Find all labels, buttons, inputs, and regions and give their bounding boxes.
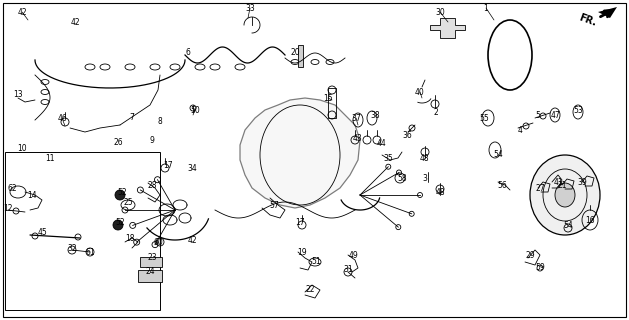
Text: 52: 52 (115, 218, 125, 227)
Text: 58: 58 (397, 173, 407, 182)
Text: 2: 2 (433, 108, 438, 116)
Text: 28: 28 (147, 180, 157, 189)
Text: 17: 17 (295, 218, 305, 227)
Text: 53: 53 (573, 106, 583, 115)
Text: 41: 41 (553, 178, 563, 187)
Polygon shape (598, 7, 617, 18)
Text: 42: 42 (187, 236, 197, 244)
Circle shape (113, 220, 123, 230)
Text: 23: 23 (147, 253, 157, 262)
Text: 62: 62 (7, 183, 17, 193)
Text: 40: 40 (415, 87, 425, 97)
Text: 35: 35 (383, 154, 393, 163)
Text: 36: 36 (402, 131, 412, 140)
Circle shape (115, 190, 125, 200)
Text: 48: 48 (419, 154, 429, 163)
Bar (138, 270, 162, 282)
Text: 12: 12 (3, 204, 13, 212)
Text: 22: 22 (305, 285, 314, 294)
Text: 24: 24 (145, 268, 155, 276)
Text: 17: 17 (163, 161, 173, 170)
Text: 43: 43 (353, 133, 363, 142)
Text: 18: 18 (125, 234, 135, 243)
Text: 42: 42 (70, 18, 80, 27)
Bar (328, 88, 336, 118)
Text: 56: 56 (497, 180, 507, 189)
Text: 57: 57 (269, 201, 279, 210)
Bar (5, 152, 160, 310)
Text: 47: 47 (551, 110, 561, 119)
Text: 49: 49 (349, 251, 359, 260)
Text: 45: 45 (37, 228, 47, 236)
Text: 15: 15 (323, 93, 333, 102)
Text: 33: 33 (245, 4, 255, 12)
Text: 16: 16 (585, 215, 595, 225)
Text: 21: 21 (557, 180, 567, 189)
Text: 34: 34 (187, 164, 197, 172)
Text: FR.: FR. (578, 12, 598, 28)
Text: 48: 48 (435, 188, 445, 196)
Text: 37: 37 (351, 114, 361, 123)
Text: 44: 44 (377, 139, 387, 148)
Text: 27: 27 (535, 183, 545, 193)
Text: 51: 51 (311, 258, 321, 267)
Text: 26: 26 (113, 138, 123, 147)
Text: 30: 30 (435, 7, 445, 17)
Text: 55: 55 (479, 114, 489, 123)
Text: 10: 10 (17, 143, 27, 153)
Text: 54: 54 (563, 220, 573, 229)
Text: 13: 13 (13, 90, 23, 99)
Text: 1: 1 (484, 4, 488, 12)
Text: 60: 60 (153, 237, 163, 246)
Polygon shape (240, 98, 360, 208)
Text: 31: 31 (343, 266, 353, 275)
Text: 46: 46 (57, 114, 67, 123)
Text: 42: 42 (17, 7, 27, 17)
Text: 39: 39 (577, 178, 587, 187)
Text: 3: 3 (423, 173, 428, 182)
Text: 59: 59 (535, 263, 545, 273)
Text: 8: 8 (158, 116, 162, 125)
Text: 38: 38 (370, 110, 380, 119)
Bar (140, 257, 162, 267)
Ellipse shape (555, 183, 575, 207)
Text: 9: 9 (150, 135, 155, 145)
Text: 14: 14 (27, 190, 37, 199)
Text: 25: 25 (123, 197, 133, 206)
Text: 32: 32 (67, 244, 77, 252)
Text: 5: 5 (535, 110, 540, 119)
Text: 19: 19 (297, 247, 307, 257)
Bar (298, 45, 303, 67)
Ellipse shape (530, 155, 600, 235)
Text: 54: 54 (493, 149, 503, 158)
Text: 7: 7 (130, 113, 135, 122)
Text: 11: 11 (45, 154, 55, 163)
Text: 4: 4 (518, 125, 523, 134)
Text: 29: 29 (525, 251, 535, 260)
Text: 50: 50 (190, 106, 200, 115)
Text: 61: 61 (85, 247, 95, 257)
Text: 20: 20 (290, 47, 300, 57)
Polygon shape (430, 18, 465, 38)
Text: 52: 52 (117, 188, 127, 196)
Text: 6: 6 (186, 47, 191, 57)
